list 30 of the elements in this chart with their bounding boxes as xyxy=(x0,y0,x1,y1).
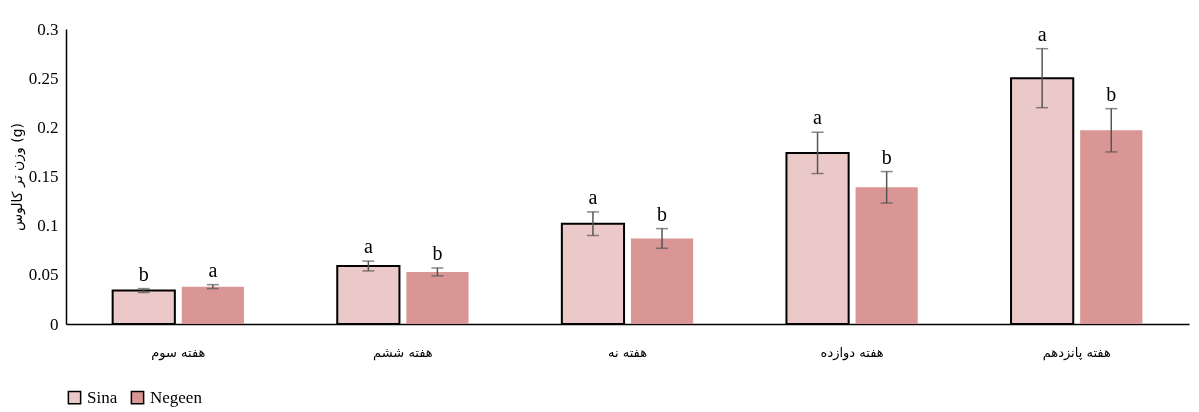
y-tick-label: 0.05 xyxy=(28,265,59,285)
y-axis-title: وزن تر کالوس (g) xyxy=(8,122,26,232)
bar xyxy=(1080,130,1143,324)
data-label: b xyxy=(138,262,149,285)
y-tick-label: 0.3 xyxy=(37,19,59,39)
y-tick-label: 0.2 xyxy=(37,117,59,137)
y-tick-label: 0.1 xyxy=(37,216,59,236)
data-label: a xyxy=(1037,22,1047,45)
bar xyxy=(406,271,469,324)
data-label: a xyxy=(813,106,823,129)
data-label: b xyxy=(432,241,443,264)
data-label: a xyxy=(588,185,598,208)
x-tick-label: هفته دوازده xyxy=(820,344,884,361)
bar xyxy=(855,187,918,324)
x-tick-label: هفته سوم xyxy=(151,344,206,361)
legend-label: Sina xyxy=(87,387,118,407)
y-tick-label: 0 xyxy=(50,314,59,334)
bar xyxy=(630,238,694,324)
x-tick-label: هفته ششم xyxy=(373,344,433,361)
data-label: a xyxy=(208,258,218,281)
data-label: b xyxy=(881,145,892,168)
x-tick-label: هفته نه xyxy=(607,344,648,360)
data-label: b xyxy=(657,202,668,225)
y-tick-label: 0.15 xyxy=(28,167,59,186)
y-tick-label: 0.25 xyxy=(28,68,59,88)
data-label: a xyxy=(363,235,373,258)
x-tick-label: هفته پانزدهم xyxy=(1042,344,1111,361)
data-label: b xyxy=(1106,82,1117,105)
legend-label: Negeen xyxy=(150,387,203,407)
bar xyxy=(181,286,244,324)
